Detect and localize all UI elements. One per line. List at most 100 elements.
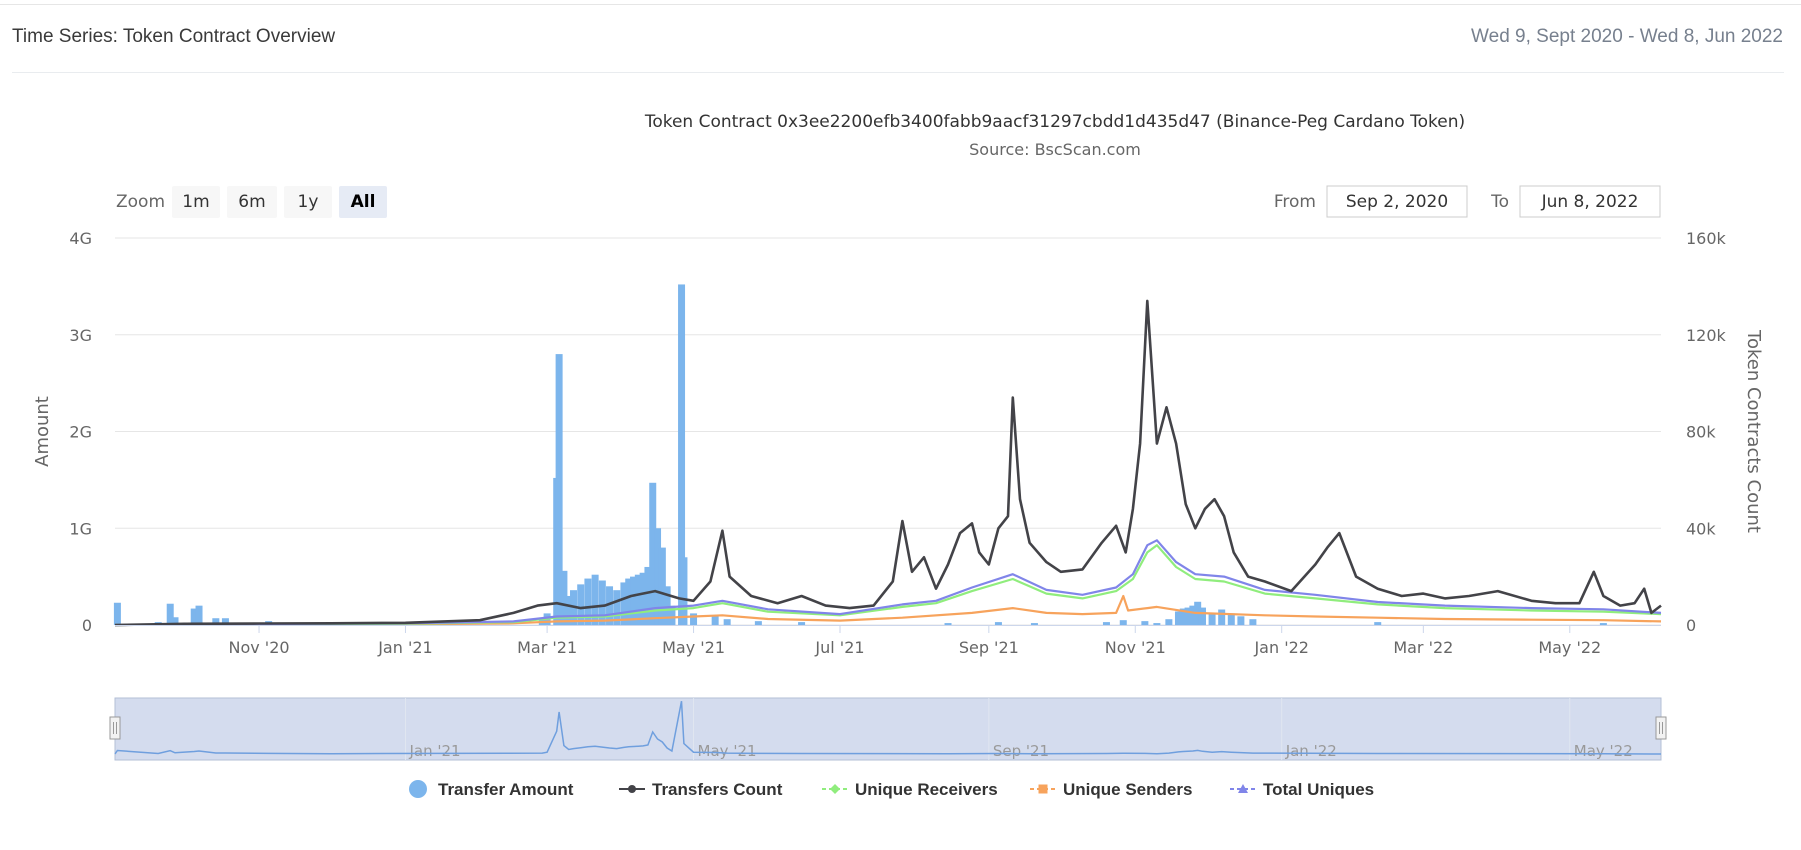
transfers-count-line: [114, 299, 1662, 627]
zoom-button-all[interactable]: All: [339, 186, 387, 218]
zoom-button-6m[interactable]: 6m: [227, 186, 277, 218]
y-left-tick-label: 0: [82, 616, 92, 635]
transfer-amount-bar: [1030, 623, 1038, 625]
transfer-amount-bar: [678, 284, 686, 625]
legend-item-total-uniques[interactable]: Total Uniques: [1230, 780, 1374, 799]
legend-symbol-marker: [1038, 784, 1048, 794]
transfer-amount-bar: [171, 617, 179, 625]
zoom-button-1y-label: 1y: [298, 192, 319, 212]
legend-item-transfer-amount[interactable]: Transfer Amount: [409, 780, 574, 799]
transfer-amount-columns: [113, 284, 1607, 625]
navigator[interactable]: Jan '21 May '21 Sep '21 Jan '22 May '22: [109, 697, 1667, 761]
transfer-amount-bar: [1227, 613, 1235, 625]
x-tick-label: Nov '21: [1105, 638, 1166, 657]
transfer-amount-bar: [620, 582, 628, 625]
zoom-button-1m-label: 1m: [182, 192, 209, 212]
transfer-amount-bar: [591, 574, 599, 625]
transfer-amount-bar: [1102, 622, 1110, 625]
transfer-amount-bar: [711, 615, 719, 625]
legend-label: Transfer Amount: [438, 780, 574, 799]
transfer-amount-bar: [1374, 622, 1382, 625]
y-right-tick-label: 0: [1686, 616, 1696, 635]
navigator-tick-label: Sep '21: [993, 742, 1049, 760]
legend-label: Transfers Count: [652, 780, 783, 799]
to-label: To: [1490, 192, 1509, 212]
transfer-amount-bar: [625, 578, 633, 625]
transfer-amount-bar: [560, 570, 568, 625]
transfer-amount-bar: [212, 618, 220, 625]
x-tick-label: May '22: [1538, 638, 1601, 657]
transfer-amount-bar: [1174, 611, 1182, 625]
transfer-amount-bar: [668, 605, 676, 625]
transfer-amount-bar: [221, 618, 229, 625]
axes: 0 1G 2G 3G 4G 0 40k 80k 120k 160k Nov '20 Jan '21 Ma…: [69, 229, 1726, 657]
navigator-window[interactable]: [114, 697, 1662, 761]
to-date-input[interactable]: Jun 8, 2022: [1519, 185, 1661, 218]
legend-symbol-marker: [628, 785, 636, 793]
legend-item-transfers-count[interactable]: Transfers Count: [619, 780, 783, 799]
navigator-tick-label: Jan '22: [1285, 742, 1337, 760]
navigator-handle-left[interactable]: [109, 716, 121, 740]
from-date-input[interactable]: Sep 2, 2020: [1326, 185, 1468, 218]
transfer-amount-bar: [798, 622, 806, 625]
transfer-amount-bar: [1141, 621, 1149, 625]
zoom-button-1m[interactable]: 1m: [172, 186, 220, 218]
y-right-tick-label: 160k: [1686, 229, 1727, 248]
y-left-tick-label: 4G: [69, 229, 92, 248]
y-right-tick-label: 120k: [1686, 326, 1727, 345]
legend-symbol: [409, 780, 427, 798]
x-tick-label: Jan '21: [377, 638, 433, 657]
zoom-label: Zoom: [116, 192, 165, 212]
zoom-button-6m-label: 6m: [238, 192, 265, 212]
x-tick-label: Mar '21: [517, 638, 577, 657]
legend-item-unique-senders[interactable]: Unique Senders: [1030, 780, 1192, 799]
x-tick-label: Jan '22: [1253, 638, 1309, 657]
transfer-amount-bar: [658, 547, 666, 625]
transfer-amount-bar: [1198, 607, 1206, 625]
top-divider: [0, 4, 1801, 5]
navigator-handle-right[interactable]: [1655, 716, 1667, 740]
chart-title: Token Contract 0x3ee2200efb3400fabb9aacf…: [644, 112, 1465, 132]
transfer-amount-bar: [1184, 607, 1192, 625]
transfer-amount-bar: [1153, 623, 1161, 625]
transfer-amount-bar: [166, 603, 174, 625]
legend: Transfer Amount Transfers Count Unique Rec…: [409, 780, 1374, 799]
date-range: Wed 9, Sept 2020 - Wed 8, Jun 2022: [1471, 26, 1783, 47]
transfer-amount-bar: [1189, 605, 1197, 625]
zoom-button-all-label: All: [351, 192, 376, 212]
legend-label: Unique Receivers: [855, 780, 998, 799]
transfer-amount-bar: [1119, 620, 1127, 625]
legend-label: Total Uniques: [1263, 780, 1374, 799]
header-divider: [12, 72, 1784, 73]
transfer-amount-bar: [1249, 619, 1257, 625]
gridlines: [115, 237, 1661, 626]
navigator-handle-body[interactable]: [1655, 716, 1667, 740]
navigator-handle-body[interactable]: [109, 716, 121, 740]
transfer-amount-bar: [944, 623, 952, 625]
x-tick-label: May '21: [662, 638, 725, 657]
legend-label: Unique Senders: [1063, 780, 1192, 799]
navigator-series: [114, 701, 1662, 755]
transfer-amount-bar: [606, 586, 614, 625]
transfer-amount-bar: [634, 574, 642, 625]
transfer-amount-bar: [1165, 619, 1173, 625]
transfer-amount-bar: [649, 482, 657, 625]
legend-item-unique-receivers[interactable]: Unique Receivers: [822, 780, 998, 799]
total-uniques-line: [114, 539, 1662, 627]
x-tick-label: Jul '21: [814, 638, 864, 657]
chart-subtitle: Source: BscScan.com: [969, 140, 1141, 159]
card-title: Time Series: Token Contract Overview: [12, 26, 336, 47]
to-date-value: Jun 8, 2022: [1541, 192, 1639, 212]
legend-symbol-marker: [1238, 784, 1248, 793]
transfer-amount-bar: [754, 621, 762, 625]
x-tick-label: Nov '20: [228, 638, 289, 657]
transfer-amount-bar: [630, 576, 638, 625]
unique-receivers-line: [114, 544, 1662, 627]
transfer-amount-bar: [598, 580, 606, 625]
transfer-amount-bar: [190, 608, 198, 625]
navigator-tick-label: May '22: [1574, 742, 1633, 760]
zoom-button-1y[interactable]: 1y: [284, 186, 332, 218]
unique-senders-line: [114, 594, 1662, 627]
series-lines: [114, 299, 1662, 627]
